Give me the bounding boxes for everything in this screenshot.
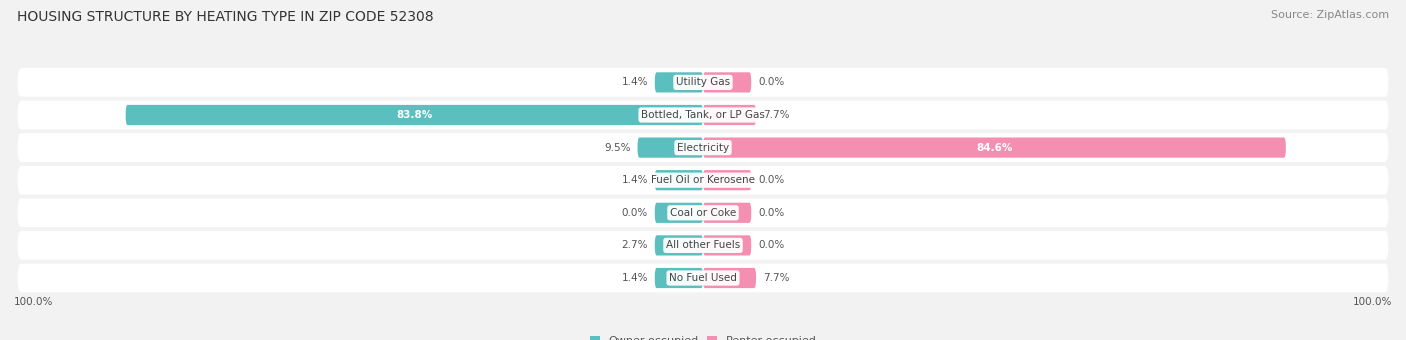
FancyBboxPatch shape: [703, 203, 751, 223]
Text: 1.4%: 1.4%: [621, 78, 648, 87]
Text: 7.7%: 7.7%: [763, 110, 789, 120]
FancyBboxPatch shape: [17, 199, 1389, 227]
FancyBboxPatch shape: [125, 105, 703, 125]
Text: Electricity: Electricity: [676, 142, 730, 153]
Text: 84.6%: 84.6%: [976, 142, 1012, 153]
FancyBboxPatch shape: [17, 166, 1389, 194]
FancyBboxPatch shape: [703, 72, 751, 92]
Text: 0.0%: 0.0%: [621, 208, 648, 218]
FancyBboxPatch shape: [655, 235, 703, 256]
FancyBboxPatch shape: [703, 268, 756, 288]
FancyBboxPatch shape: [703, 105, 756, 125]
Text: Utility Gas: Utility Gas: [676, 78, 730, 87]
Text: 83.8%: 83.8%: [396, 110, 433, 120]
FancyBboxPatch shape: [17, 133, 1389, 162]
Text: 1.4%: 1.4%: [621, 175, 648, 185]
Text: 0.0%: 0.0%: [758, 208, 785, 218]
FancyBboxPatch shape: [703, 235, 751, 256]
FancyBboxPatch shape: [655, 72, 703, 92]
FancyBboxPatch shape: [637, 137, 703, 158]
FancyBboxPatch shape: [655, 203, 703, 223]
Text: 100.0%: 100.0%: [1353, 297, 1392, 307]
Text: Fuel Oil or Kerosene: Fuel Oil or Kerosene: [651, 175, 755, 185]
Text: 7.7%: 7.7%: [763, 273, 789, 283]
Text: 2.7%: 2.7%: [621, 240, 648, 250]
FancyBboxPatch shape: [703, 137, 1286, 158]
Text: 0.0%: 0.0%: [758, 175, 785, 185]
FancyBboxPatch shape: [655, 170, 703, 190]
Text: HOUSING STRUCTURE BY HEATING TYPE IN ZIP CODE 52308: HOUSING STRUCTURE BY HEATING TYPE IN ZIP…: [17, 10, 433, 24]
Text: 0.0%: 0.0%: [758, 78, 785, 87]
Text: Coal or Coke: Coal or Coke: [669, 208, 737, 218]
FancyBboxPatch shape: [655, 268, 703, 288]
Legend: Owner-occupied, Renter-occupied: Owner-occupied, Renter-occupied: [589, 336, 817, 340]
FancyBboxPatch shape: [17, 101, 1389, 129]
Text: Bottled, Tank, or LP Gas: Bottled, Tank, or LP Gas: [641, 110, 765, 120]
Text: All other Fuels: All other Fuels: [666, 240, 740, 250]
FancyBboxPatch shape: [17, 68, 1389, 97]
Text: Source: ZipAtlas.com: Source: ZipAtlas.com: [1271, 10, 1389, 20]
FancyBboxPatch shape: [17, 231, 1389, 260]
Text: 0.0%: 0.0%: [758, 240, 785, 250]
FancyBboxPatch shape: [17, 264, 1389, 292]
Text: No Fuel Used: No Fuel Used: [669, 273, 737, 283]
Text: 1.4%: 1.4%: [621, 273, 648, 283]
Text: 100.0%: 100.0%: [14, 297, 53, 307]
Text: 9.5%: 9.5%: [605, 142, 631, 153]
FancyBboxPatch shape: [703, 170, 751, 190]
